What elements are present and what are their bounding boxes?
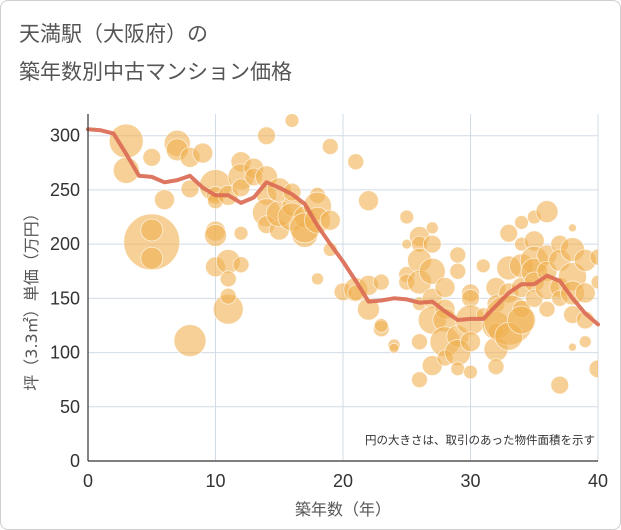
bubble-point — [140, 218, 164, 242]
bubble-point — [589, 248, 598, 266]
bubble-point — [399, 209, 415, 225]
y-tick-label: 50 — [60, 397, 80, 417]
bubble-point — [574, 282, 596, 304]
bubble-point — [154, 189, 175, 211]
bubble-point — [425, 221, 439, 235]
x-tick-label: 30 — [460, 471, 480, 491]
bubble-point — [461, 289, 480, 308]
bubble-point — [507, 305, 536, 335]
y-tick-label: 100 — [50, 343, 80, 363]
tick-labels: 0 50 100 150 200 250 300 0 10 20 30 40 — [50, 126, 608, 491]
bubble-point — [231, 178, 251, 198]
bubble-point — [347, 153, 365, 171]
bubble-point — [499, 223, 519, 243]
line-series — [86, 127, 600, 327]
bubble-point — [173, 324, 207, 358]
bubble-point — [311, 272, 324, 286]
bubble-point — [590, 274, 598, 290]
bubble-point — [192, 142, 214, 164]
trend-line — [86, 127, 600, 327]
y-axis-label: 坪（3.3㎡）単価（万円） — [22, 205, 41, 390]
bubble-point — [449, 246, 467, 264]
bubble-point — [180, 179, 200, 199]
bubble-point — [319, 209, 341, 231]
x-tick-label: 40 — [588, 471, 608, 491]
bubble-point — [463, 364, 478, 380]
bubble-point — [418, 257, 446, 285]
chart-title-line-2: 築年数別中古マンション価格 — [19, 60, 292, 84]
bubble-point — [232, 256, 250, 274]
bubble-point — [535, 200, 559, 223]
bubble-point — [373, 318, 389, 333]
y-tick-label: 250 — [50, 180, 80, 200]
bubble-point — [588, 359, 598, 379]
bubble-point — [514, 215, 529, 230]
bubble-point — [219, 287, 237, 305]
bubble-point — [233, 225, 249, 241]
bubble-point — [578, 335, 592, 349]
bubble-point — [123, 213, 181, 271]
x-tick-label: 20 — [333, 471, 353, 491]
bubble-point — [475, 258, 491, 274]
bubble-point — [142, 148, 162, 167]
bubble-point — [321, 138, 339, 155]
bubble-point — [450, 361, 466, 377]
bubble-point — [411, 371, 428, 389]
chart-title-line-1: 天満駅（大阪府）の — [19, 22, 208, 46]
bubble-point — [550, 375, 570, 395]
bubble-point — [449, 262, 467, 280]
bubble-point — [204, 224, 227, 247]
bubble-point — [568, 223, 577, 233]
bubble-point — [284, 114, 300, 128]
x-axis-label: 築年数（年） — [295, 500, 391, 519]
bubble-point — [140, 246, 164, 270]
bubble-point — [372, 273, 390, 291]
bubble-point — [568, 342, 577, 352]
y-tick-label: 300 — [50, 126, 80, 146]
bubble-series — [108, 114, 598, 395]
bubble-point — [219, 270, 237, 288]
bubble-point — [358, 190, 379, 212]
bubble-point — [460, 331, 481, 353]
bubble-point — [411, 333, 428, 351]
x-tick-label: 0 — [83, 471, 93, 491]
bubble-point — [538, 300, 556, 318]
axes — [87, 114, 598, 462]
bubble-point — [487, 358, 505, 376]
bubble-size-note: 円の大きさは、取引のあった物件面積を示す — [365, 433, 595, 447]
bubble-point — [257, 126, 276, 145]
y-tick-label: 200 — [50, 234, 80, 254]
bubble-point — [434, 277, 456, 298]
bubble-point — [388, 342, 400, 354]
y-tick-label: 150 — [50, 288, 80, 308]
bubble-point — [422, 234, 442, 254]
y-tick-label: 0 — [70, 451, 80, 471]
x-tick-label: 10 — [205, 471, 225, 491]
